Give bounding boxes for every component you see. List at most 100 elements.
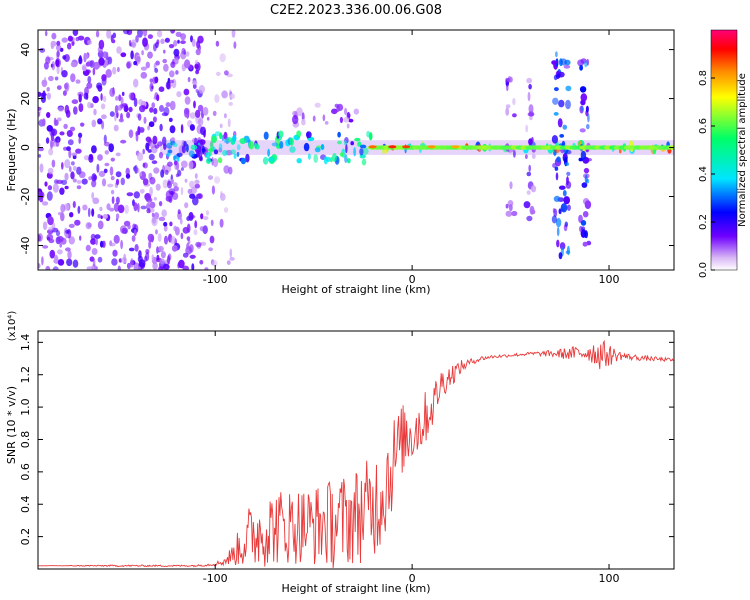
spectrogram-cell bbox=[248, 141, 255, 150]
spectrogram-cell bbox=[137, 30, 143, 38]
spectrogram-data bbox=[38, 30, 674, 270]
spectrogram-cell bbox=[166, 152, 171, 157]
spectrogram-cell bbox=[581, 226, 586, 232]
spectrogram-cell bbox=[121, 91, 125, 96]
spectrogram-cell bbox=[151, 254, 155, 261]
spectrogram-cell bbox=[53, 254, 59, 264]
spectrogram-cell bbox=[552, 163, 557, 168]
spectrogram-cell bbox=[357, 141, 362, 147]
spectrogram-cell bbox=[164, 169, 169, 175]
spectrogram-cell bbox=[118, 118, 124, 123]
spectrogram-cell bbox=[56, 117, 62, 122]
spectrogram-cell bbox=[117, 265, 121, 270]
spectrogram-cell bbox=[155, 60, 160, 66]
spectrogram-cell bbox=[211, 135, 218, 144]
spectrogram-cell bbox=[158, 216, 166, 222]
spectrogram-cell bbox=[104, 162, 110, 167]
spectrogram-cell bbox=[137, 152, 144, 162]
spectrogram-cell bbox=[556, 226, 560, 237]
y-tick-label: 0.2 bbox=[19, 528, 32, 546]
spectrogram-cell bbox=[197, 104, 204, 112]
spectrogram-cell bbox=[104, 150, 110, 155]
spectrogram-cell bbox=[199, 226, 205, 232]
spectrogram-cell bbox=[44, 181, 48, 187]
spectrogram-cell bbox=[91, 145, 97, 154]
spectrogram-cell bbox=[194, 173, 198, 179]
spectrogram-cell bbox=[147, 233, 155, 242]
spectrogram-cell bbox=[71, 161, 75, 166]
spectrogram-cell bbox=[190, 144, 198, 150]
spectrogram-cell bbox=[330, 156, 333, 163]
spectrogram-cell bbox=[113, 202, 120, 212]
spectrogram-cell bbox=[145, 61, 150, 69]
spectrogram-cell bbox=[42, 201, 49, 206]
spectrogram-cell bbox=[178, 259, 185, 269]
spectrogram-cell bbox=[141, 128, 144, 133]
spectrogram-cell bbox=[52, 266, 59, 270]
spectrogram-cell bbox=[100, 103, 106, 110]
spectrogram-cell bbox=[65, 229, 70, 234]
spectrogram-cell bbox=[204, 267, 209, 270]
spectrogram-cell bbox=[74, 219, 81, 226]
spectrogram-cell bbox=[168, 188, 176, 195]
spectrogram-cell bbox=[320, 144, 325, 150]
spectrogram-cell bbox=[78, 103, 84, 113]
spectrogram-cell bbox=[562, 190, 567, 197]
spectrogram-cell bbox=[139, 189, 145, 194]
spectrogram-cell bbox=[233, 41, 237, 49]
spectrogram-frame bbox=[37, 29, 675, 271]
spectrogram-cell bbox=[555, 218, 562, 228]
spectrogram-cell bbox=[72, 30, 79, 36]
spectrogram-cell bbox=[583, 167, 590, 174]
spectrogram-cell bbox=[87, 207, 91, 218]
spectrogram-cell bbox=[112, 32, 117, 39]
spectrogram-cell bbox=[155, 229, 158, 235]
spectrogram-cell bbox=[115, 196, 120, 205]
spectrogram-cell bbox=[120, 177, 126, 186]
spectrogram-cell bbox=[97, 154, 103, 161]
spectrogram-cell bbox=[87, 76, 92, 84]
spectrogram-cell bbox=[172, 182, 178, 188]
spectrogram-cell bbox=[64, 172, 69, 181]
spectrogram-cell bbox=[101, 114, 107, 120]
spectrogram-cell bbox=[45, 137, 50, 144]
spectrogram-cell bbox=[353, 147, 356, 157]
spectrogram-cell bbox=[151, 212, 155, 218]
spectrogram-cell bbox=[38, 143, 41, 147]
spectrogram-cell bbox=[212, 110, 217, 116]
spectrogram-cell bbox=[146, 208, 151, 214]
spectrogram-cell bbox=[73, 106, 78, 115]
y-tick-label: 40 bbox=[19, 43, 32, 57]
spectrogram-cell bbox=[505, 203, 509, 209]
snr-plot-area bbox=[38, 331, 674, 569]
spectrogram-cell bbox=[215, 40, 220, 47]
spectrogram-cell bbox=[175, 173, 179, 178]
spectrogram-cell bbox=[192, 83, 197, 89]
spectrogram-cell bbox=[512, 113, 517, 118]
spectrogram-cell bbox=[345, 143, 348, 154]
spectrogram-cell bbox=[580, 93, 588, 102]
spectrogram-cell bbox=[57, 106, 64, 112]
spectrogram-cell bbox=[175, 226, 180, 236]
spectrogram-cell bbox=[43, 76, 47, 85]
spectrogram-cell bbox=[348, 118, 354, 123]
spectrogram-cell bbox=[222, 149, 228, 157]
spectrogram-cell bbox=[168, 44, 175, 49]
spectrogram-cell bbox=[147, 125, 151, 131]
spectrogram-cell bbox=[131, 39, 137, 49]
spectrogram-cell bbox=[59, 131, 65, 136]
spectrogram-cell bbox=[177, 39, 180, 44]
spectrogram-cell bbox=[56, 50, 60, 58]
spectrogram-cell bbox=[91, 248, 98, 255]
spectrogram-cell bbox=[126, 262, 131, 270]
spectrogram-cell bbox=[181, 145, 186, 154]
spectrogram-cell bbox=[322, 114, 326, 122]
spectrogram-cell bbox=[72, 178, 77, 183]
spectrogram-cell bbox=[554, 87, 559, 92]
spectrogram-cell bbox=[208, 247, 214, 252]
spectrogram-cell bbox=[307, 153, 311, 160]
spectrogram-cell bbox=[149, 107, 154, 113]
spectrogram-cell bbox=[96, 163, 100, 173]
spectrogram-cell bbox=[66, 258, 73, 267]
spectrogram-cell bbox=[78, 171, 86, 179]
